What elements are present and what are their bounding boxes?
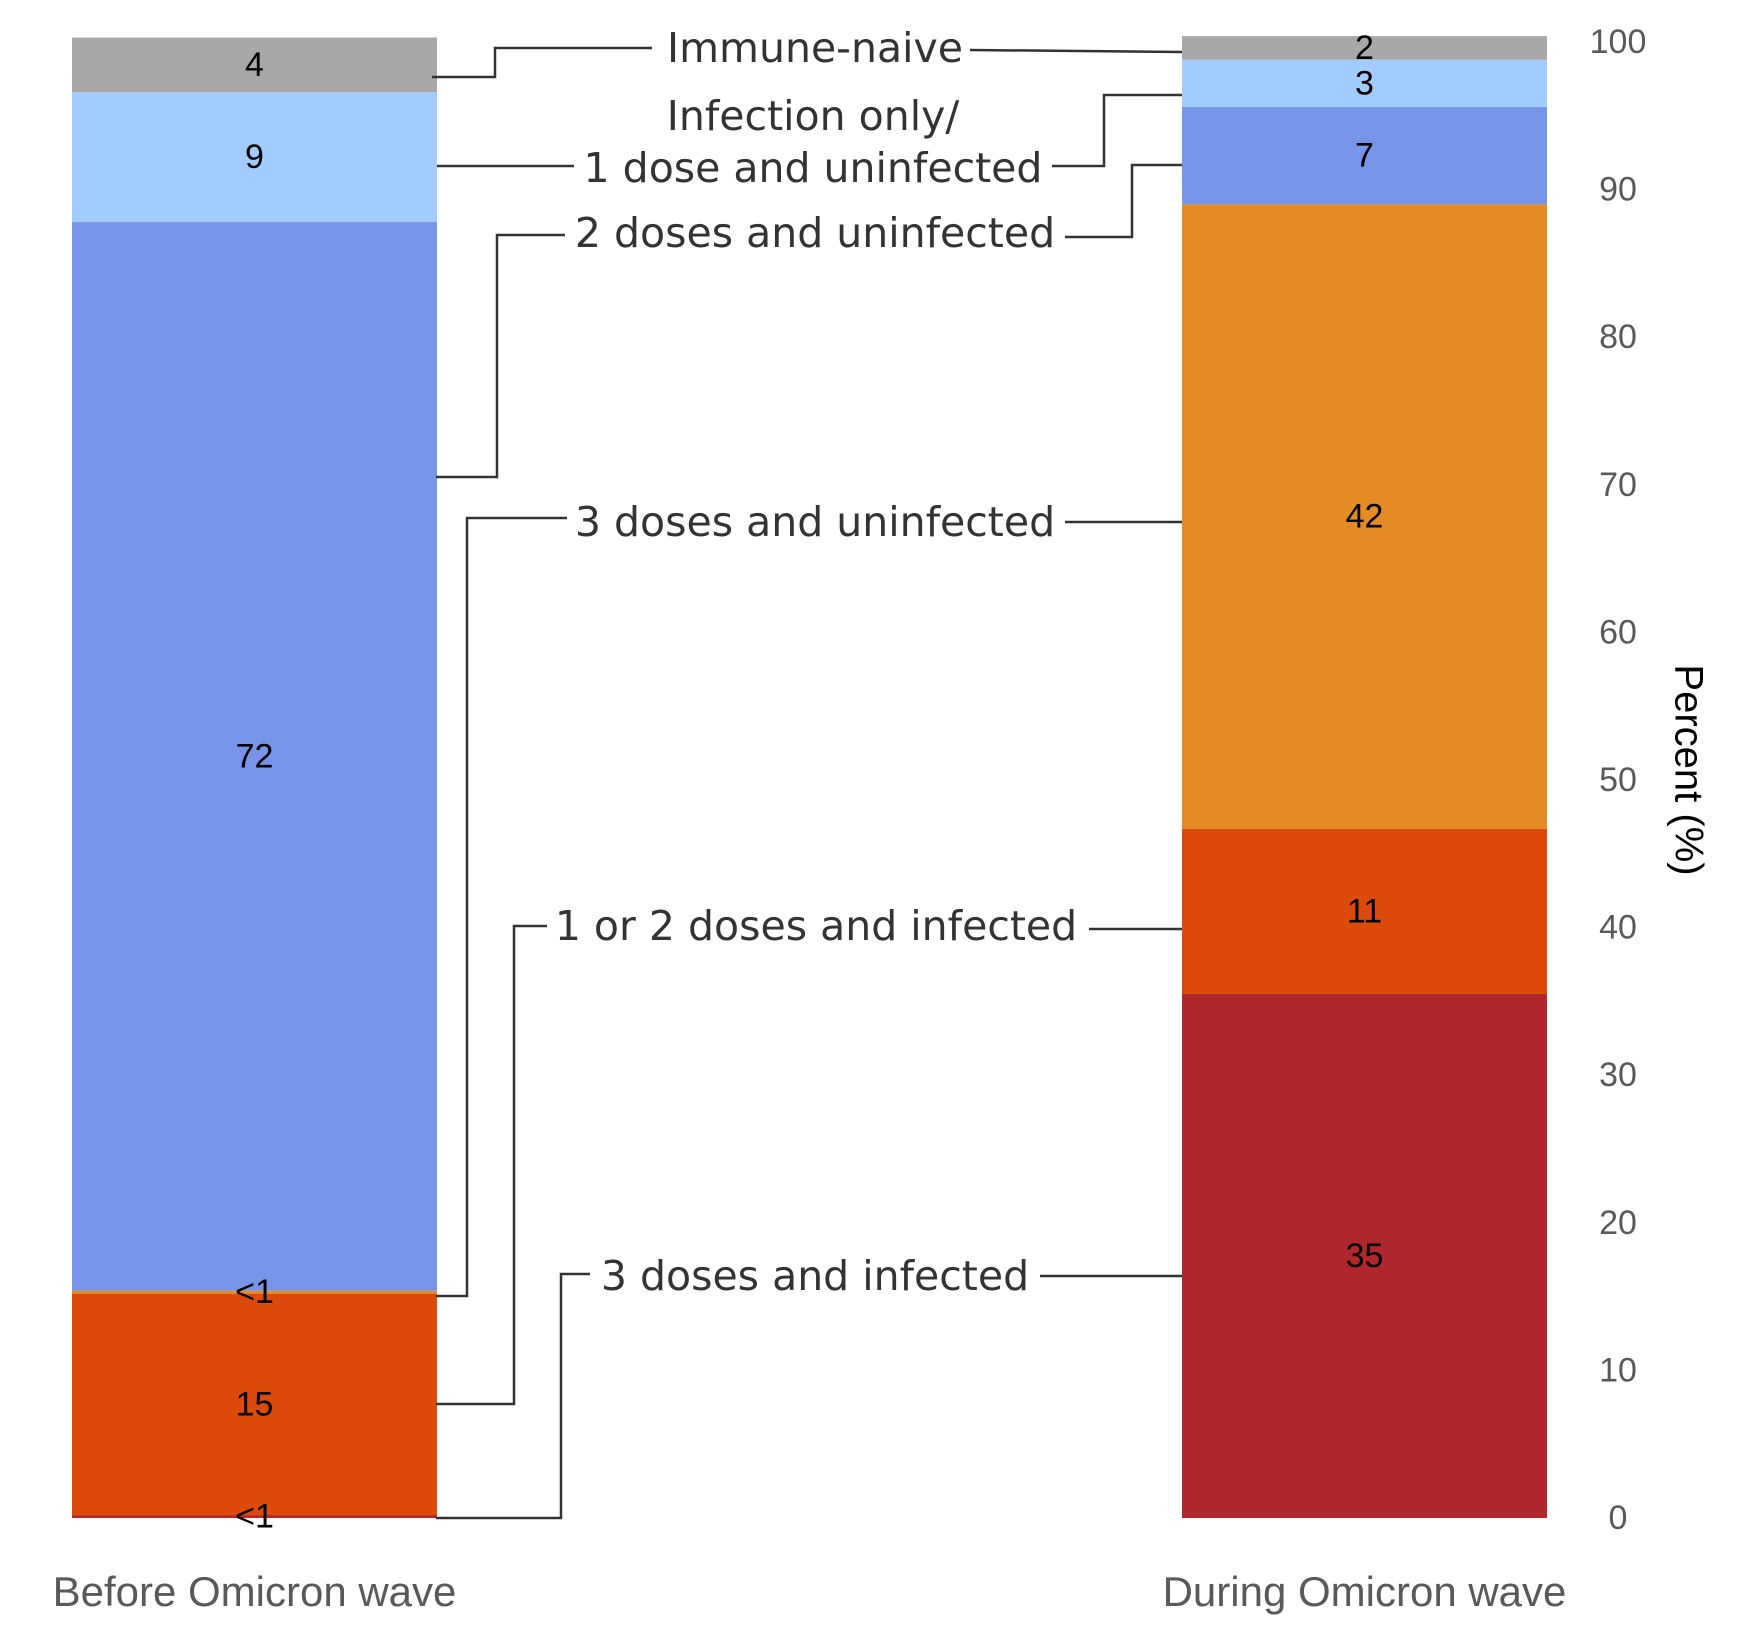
y-tick-50: 50 (1599, 761, 1637, 799)
data-label-during-2-doses-and-uninfected: 7 (1355, 137, 1374, 175)
annotation-labels: Immune-naive Infection only/ 1 dose and … (555, 24, 1077, 1300)
bar-during-1-or-2-doses-and-infected (1182, 828, 1547, 995)
bar-during-3-doses-and-infected (1182, 994, 1547, 1518)
data-label-during-infection-only-1-dose-and-uninfected: 3 (1355, 64, 1374, 102)
label-two-doses-uninfected: 2 doses and uninfected (575, 209, 1055, 257)
category-label-during-omicron-wave: During Omicron wave (1163, 1568, 1567, 1615)
bar-before-1-or-2-doses-and-infected (72, 1293, 437, 1516)
leader-two-doses-uninfected-left (436, 233, 565, 479)
y-axis-ticks-group: 0 10 20 30 40 50 60 70 80 90 100 (1590, 23, 1647, 1537)
y-tick-40: 40 (1599, 909, 1637, 947)
bar-during-3-doses-and-uninfected (1182, 204, 1547, 829)
data-label-before-immune-naive: 4 (245, 46, 264, 84)
y-tick-70: 70 (1599, 466, 1637, 504)
leader-lines (432, 46, 1183, 1520)
y-axis-title: Percent (%) (1666, 664, 1710, 875)
y-tick-10: 10 (1599, 1351, 1637, 1389)
leader-two-doses-uninfected-right (1065, 163, 1182, 239)
bar-before-3-doses-and-infected (72, 1515, 437, 1518)
segment-labels-group: <1 15 <1 72 9 4 35 11 42 7 32 (235, 29, 1383, 1536)
data-label-during-immune-naive: 2 (1355, 29, 1374, 67)
bar-during-immune-naive (1182, 36, 1547, 60)
label-one-or-two-doses-infected: 1 or 2 doses and infected (555, 902, 1077, 950)
leader-infection-only-right (1052, 93, 1182, 168)
data-label-during-1-or-2-doses-and-infected: 11 (1347, 892, 1382, 930)
bar-before-3-doses-and-uninfected (72, 1290, 437, 1294)
leader-immune-naive-right (969, 48, 1183, 54)
data-label-before-infection-only-1-dose-and-uninfected: 9 (245, 138, 264, 176)
y-tick-60: 60 (1599, 613, 1637, 651)
data-label-before-3-doses-and-infected: <1 (235, 1498, 274, 1536)
bar-during-2-doses-and-uninfected (1182, 106, 1547, 205)
leader-three-doses-uninfected-left (436, 516, 567, 1298)
y-tick-100: 100 (1590, 23, 1647, 61)
bar-before-2-doses-and-uninfected (72, 222, 437, 1291)
bar-before-immune-naive (72, 37, 437, 93)
label-three-doses-uninfected: 3 doses and uninfected (575, 498, 1055, 546)
y-tick-80: 80 (1599, 318, 1637, 356)
y-tick-20: 20 (1599, 1204, 1637, 1242)
category-label-before-omicron-wave: Before Omicron wave (53, 1568, 457, 1615)
label-immune-naive: Immune-naive (667, 24, 963, 72)
y-tick-90: 90 (1599, 171, 1637, 209)
label-infection-only-line2: 1 dose and uninfected (584, 144, 1043, 192)
data-label-before-1-or-2-doses-and-infected: 15 (236, 1385, 274, 1423)
bar-before-infection-only-1-dose-and-uninfected (72, 92, 437, 223)
label-three-doses-infected: 3 doses and infected (601, 1252, 1029, 1300)
y-tick-0: 0 (1609, 1499, 1628, 1537)
leader-three-doses-infected-left (436, 1272, 590, 1520)
data-label-during-3-doses-and-infected: 35 (1346, 1237, 1384, 1275)
data-label-before-2-doses-and-uninfected: 72 (236, 737, 274, 775)
label-infection-only-line1: Infection only/ (667, 92, 960, 140)
category-labels-group: Before Omicron wave During Omicron wave (53, 1568, 1567, 1615)
bar-during-infection-only-1-dose-and-uninfected (1182, 59, 1547, 107)
bars-group (72, 36, 1547, 1518)
y-tick-30: 30 (1599, 1056, 1637, 1094)
leader-immune-naive-left (432, 46, 652, 79)
leader-one-or-two-doses-infected-left (436, 924, 547, 1406)
data-label-during-3-doses-and-uninfected: 42 (1346, 498, 1384, 536)
data-label-before-3-doses-and-uninfected: <1 (235, 1273, 274, 1311)
